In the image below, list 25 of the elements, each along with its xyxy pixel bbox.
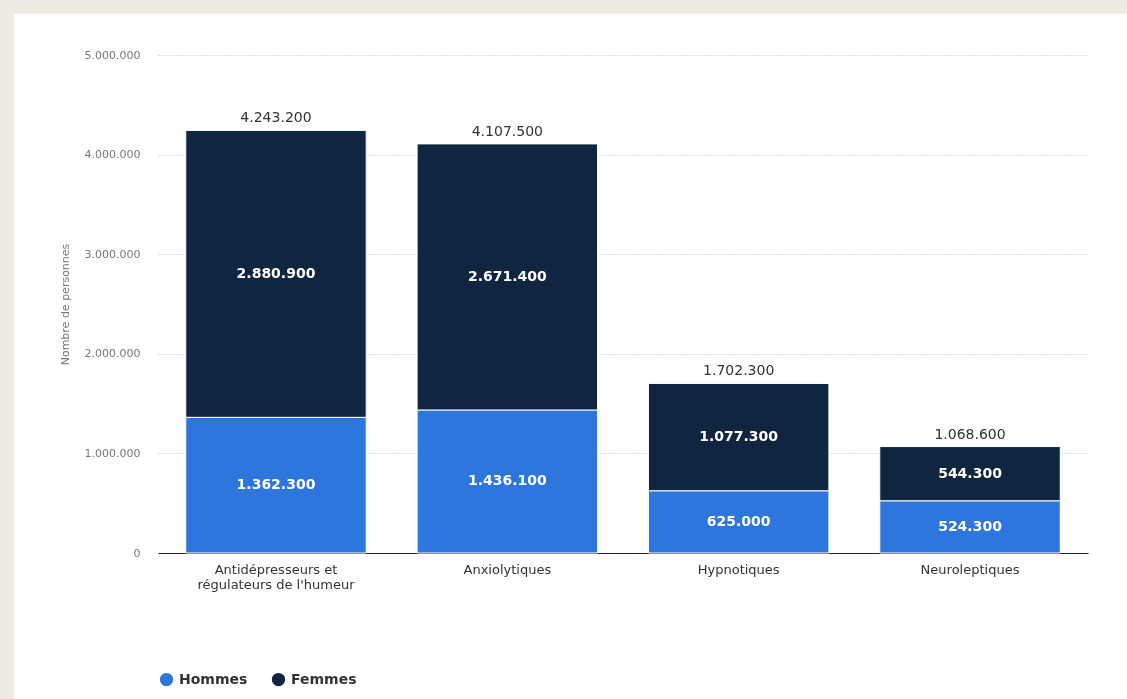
- data-label: 1.077.300: [699, 428, 779, 445]
- total-label: 1.068.600: [934, 425, 1006, 442]
- y-tick-label: 1.000.000: [84, 446, 141, 460]
- data-label: 2.671.400: [467, 267, 547, 284]
- y-tick-label: 5.000.000: [84, 48, 141, 62]
- y-tick-label: 4.000.000: [84, 148, 141, 162]
- data-label: 1.362.300: [236, 476, 316, 493]
- x-tick-label: Hypnotiques: [697, 561, 780, 577]
- data-label: 2.880.900: [236, 264, 316, 281]
- y-tick-label: 2.000.000: [84, 347, 141, 361]
- total-label: 4.107.500: [471, 122, 543, 139]
- y-tick-label: 3.000.000: [84, 247, 141, 261]
- total-label: 4.243.200: [240, 109, 312, 126]
- legend-label: Femmes: [291, 670, 357, 687]
- y-tick-label: 0: [133, 546, 141, 560]
- y-axis-title: Nombre de personnes: [58, 243, 72, 366]
- data-label: 524.300: [938, 517, 1003, 534]
- x-tick-label: Neuroleptiques: [920, 561, 1020, 577]
- x-tick-label: Anxiolytiques: [463, 561, 552, 577]
- data-label: 625.000: [706, 512, 771, 529]
- data-label: 1.436.100: [467, 472, 547, 489]
- legend-label: Hommes: [179, 670, 248, 687]
- total-label: 1.702.300: [703, 362, 775, 379]
- data-label: 544.300: [938, 464, 1003, 481]
- x-tick-label: Antidépresseurs et régulateurs de l'humeur: [197, 561, 356, 592]
